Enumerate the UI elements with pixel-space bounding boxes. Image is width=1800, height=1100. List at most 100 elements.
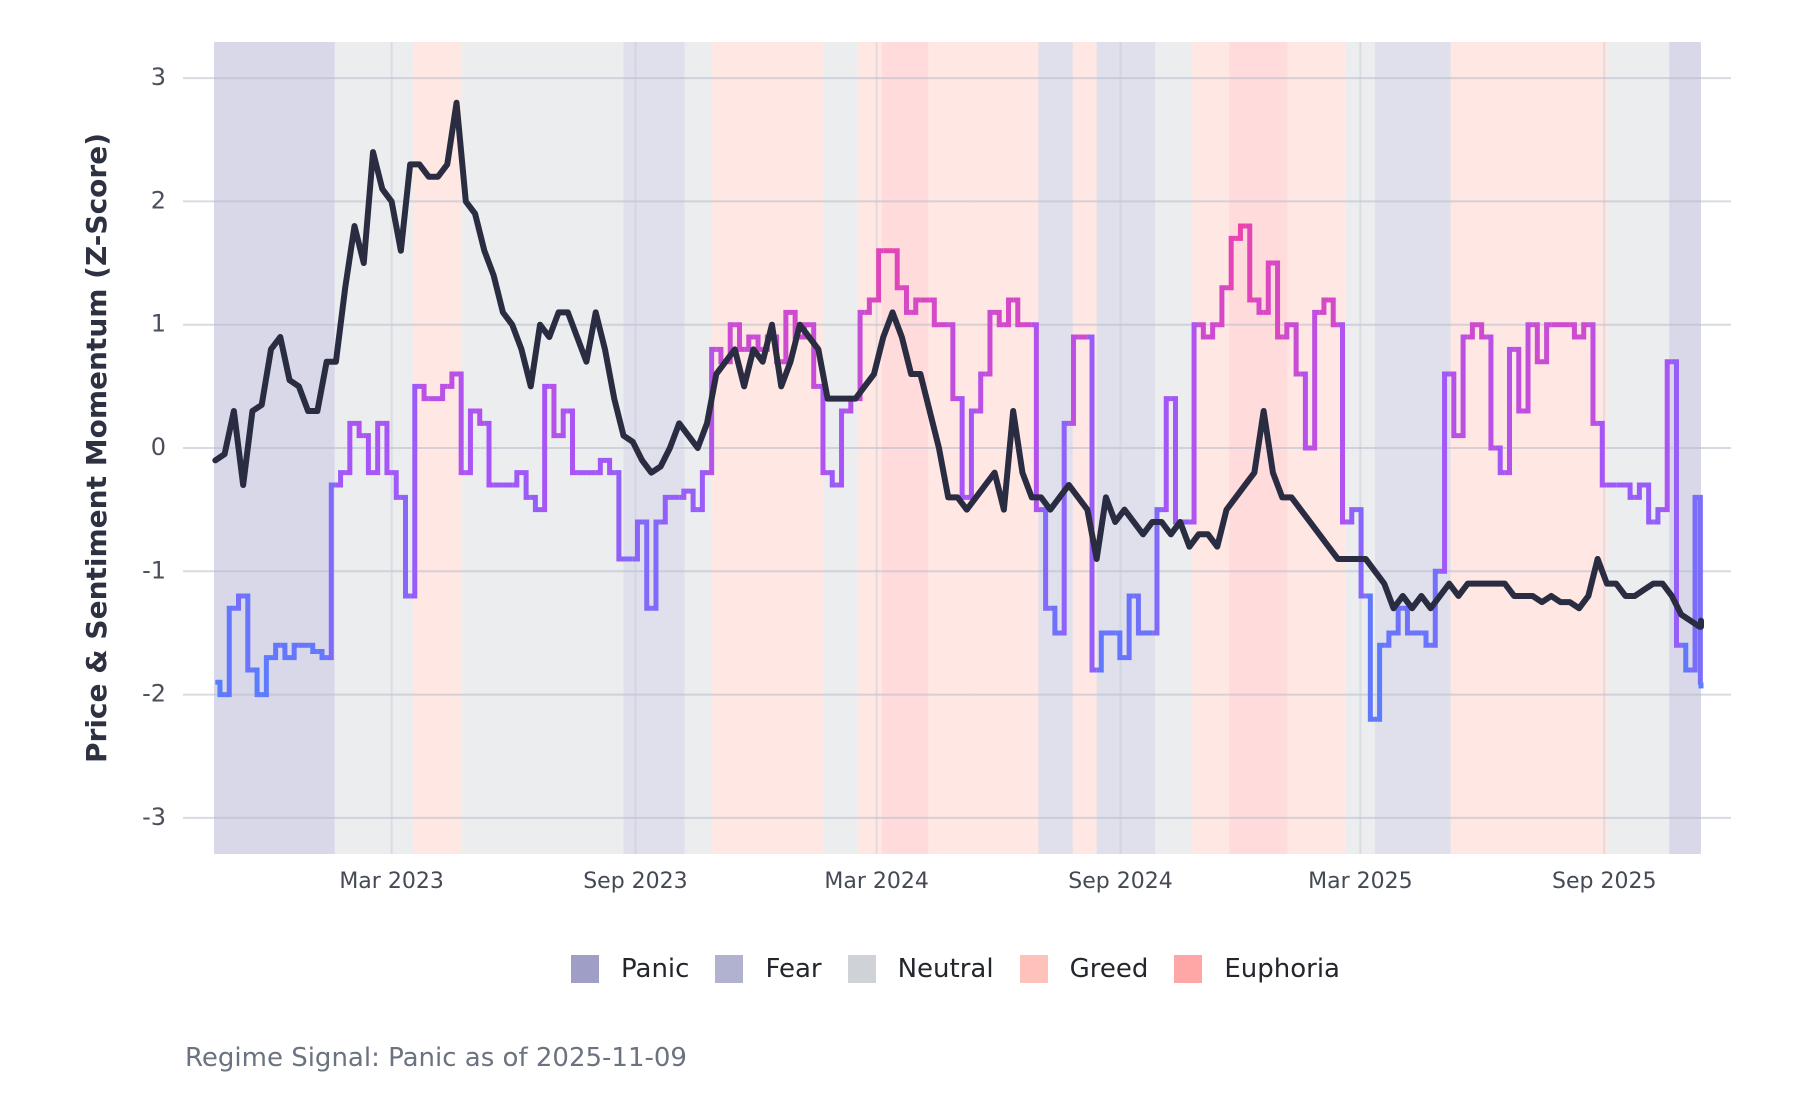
sentiment-segment: [1495, 445, 1505, 476]
sentiment-segment: [994, 309, 1004, 328]
sentiment-segment: [1393, 605, 1403, 636]
y-tick-label: -1: [142, 556, 166, 584]
sentiment-segment: [614, 470, 624, 562]
sentiment-segment: [1671, 359, 1682, 648]
sentiment-segment: [252, 667, 262, 698]
sentiment-segment: [1697, 494, 1703, 685]
y-tick-label: 0: [151, 433, 166, 461]
sentiment-segment: [1430, 568, 1440, 648]
sentiment-segment: [437, 383, 448, 402]
sentiment-segment: [373, 420, 383, 476]
sentiment-segment: [1365, 593, 1375, 722]
sentiment-segment: [224, 605, 234, 698]
sentiment-segment: [419, 383, 429, 402]
sentiment-segment: [1245, 223, 1255, 303]
sentiment-segment: [280, 642, 290, 661]
x-axis-ticks: Mar 2023 Sep 2023 Mar 2024 Sep 2024 Mar 2025…: [339, 869, 1656, 894]
sentiment-segment: [976, 371, 986, 414]
sentiment-segment: [818, 383, 828, 476]
sentiment-segment: [456, 371, 466, 476]
x-tick-label: Mar 2023: [339, 869, 444, 894]
sentiment-segment: [688, 488, 698, 513]
sentiment-segment: [1068, 334, 1079, 426]
sentiment-segment: [874, 248, 884, 303]
sentiment-segment: [1523, 322, 1533, 414]
sentiment-segment: [892, 248, 902, 291]
sentiment-segment: [1263, 260, 1273, 315]
sentiment-segment: [215, 679, 225, 698]
sentiment-segment: [1319, 297, 1329, 315]
sentiment-segment: [484, 420, 494, 488]
sentiment-segment: [929, 297, 939, 328]
sentiment-segment: [1291, 322, 1301, 377]
sentiment-segment: [1347, 507, 1357, 525]
sentiment-segment: [1514, 346, 1524, 414]
sentiment-segment: [1644, 482, 1654, 525]
sentiment-segment: [1059, 420, 1069, 636]
sentiment-segment: [363, 433, 374, 476]
sentiment-segment: [1133, 593, 1144, 636]
sentiment-segment: [1096, 630, 1106, 673]
sentiment-segment: [549, 383, 559, 439]
sentiment-segment: [1198, 322, 1208, 340]
sentiment-segment: [1384, 630, 1394, 648]
legend-item-fear[interactable]: Fear: [715, 955, 822, 983]
sentiment-segment: [1235, 223, 1246, 241]
sentiment-segment: [734, 322, 745, 352]
sentiment-segment: [270, 642, 281, 661]
sentiment-segment: [985, 309, 995, 377]
x-tick-label: Mar 2025: [1308, 869, 1413, 894]
sentiment-segment: [1050, 605, 1060, 636]
sentiment-segment: [1467, 322, 1478, 340]
sentiment-segment: [1031, 322, 1041, 513]
sentiment-segment: [1040, 507, 1051, 611]
sentiment-series: [215, 223, 1704, 722]
sentiment-segment: [1115, 630, 1125, 661]
x-tick-label: Sep 2023: [583, 869, 687, 894]
x-tick-label: Sep 2024: [1068, 869, 1172, 894]
sentiment-segment: [901, 285, 912, 315]
legend-swatch-euphoria: [1174, 955, 1203, 983]
y-tick-label: 3: [151, 63, 166, 91]
sentiment-segment: [1152, 507, 1162, 636]
legend-swatch-neutral: [847, 955, 876, 983]
sentiment-segment: [1504, 346, 1515, 476]
sentiment-segment: [651, 519, 661, 611]
sentiment-segment: [410, 383, 420, 599]
legend-item-panic[interactable]: Panic: [571, 955, 689, 983]
sentiment-segment: [1569, 322, 1580, 340]
legend-item-euphoria[interactable]: Euphoria: [1174, 955, 1340, 983]
sentiment-segment: [948, 322, 958, 402]
legend-label: Panic: [621, 954, 690, 984]
sentiment-segment: [781, 309, 791, 365]
y-axis-title: Price & Sentiment Momentum (Z-Score): [80, 133, 113, 763]
sentiment-segment: [1662, 359, 1672, 513]
legend-label: Euphoria: [1224, 954, 1340, 984]
sentiment-segment: [753, 334, 763, 352]
sentiment-segment: [1282, 322, 1292, 340]
legend-item-greed[interactable]: Greed: [1019, 955, 1148, 983]
sentiment-segment: [744, 334, 754, 352]
sentiment-segment: [400, 494, 411, 599]
legend-item-neutral[interactable]: Neutral: [847, 955, 994, 983]
sentiment-segment: [1458, 334, 1468, 439]
sentiment-segment: [243, 593, 253, 673]
sentiment-segment: [335, 470, 346, 488]
sentiment-segment: [809, 322, 819, 389]
sentiment-segment: [632, 519, 643, 562]
sentiment-segment: [1013, 297, 1023, 328]
sentiment-segment: [697, 470, 708, 513]
sentiment-segment: [1087, 334, 1097, 673]
sentiment-segment: [1421, 630, 1431, 648]
sentiment-segment: [660, 494, 670, 525]
sentiment-segment: [475, 408, 485, 426]
sentiment-segment: [465, 408, 476, 476]
sentiment-segment: [911, 297, 921, 315]
y-tick-label: 2: [151, 186, 166, 214]
sentiment-segment: [595, 457, 605, 476]
sentiment-segment: [521, 470, 531, 500]
sentiment-segment: [604, 457, 615, 476]
sentiment-segment: [827, 470, 837, 488]
sentiment-segment: [836, 408, 847, 488]
